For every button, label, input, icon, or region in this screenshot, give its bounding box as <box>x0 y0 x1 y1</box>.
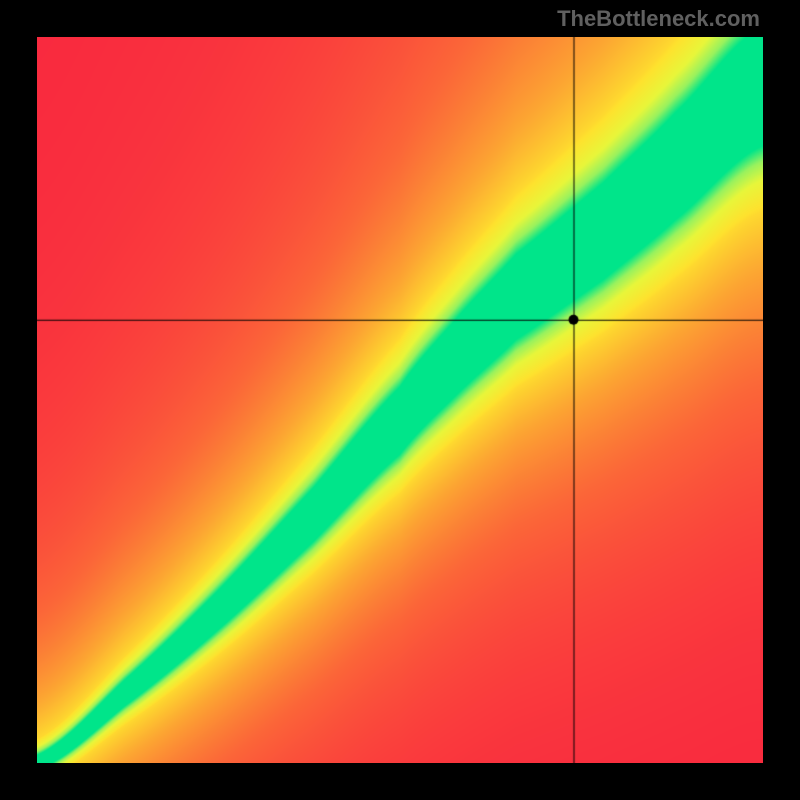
watermark-text: TheBottleneck.com <box>557 6 760 32</box>
bottleneck-heatmap <box>37 37 763 763</box>
chart-container: TheBottleneck.com <box>0 0 800 800</box>
